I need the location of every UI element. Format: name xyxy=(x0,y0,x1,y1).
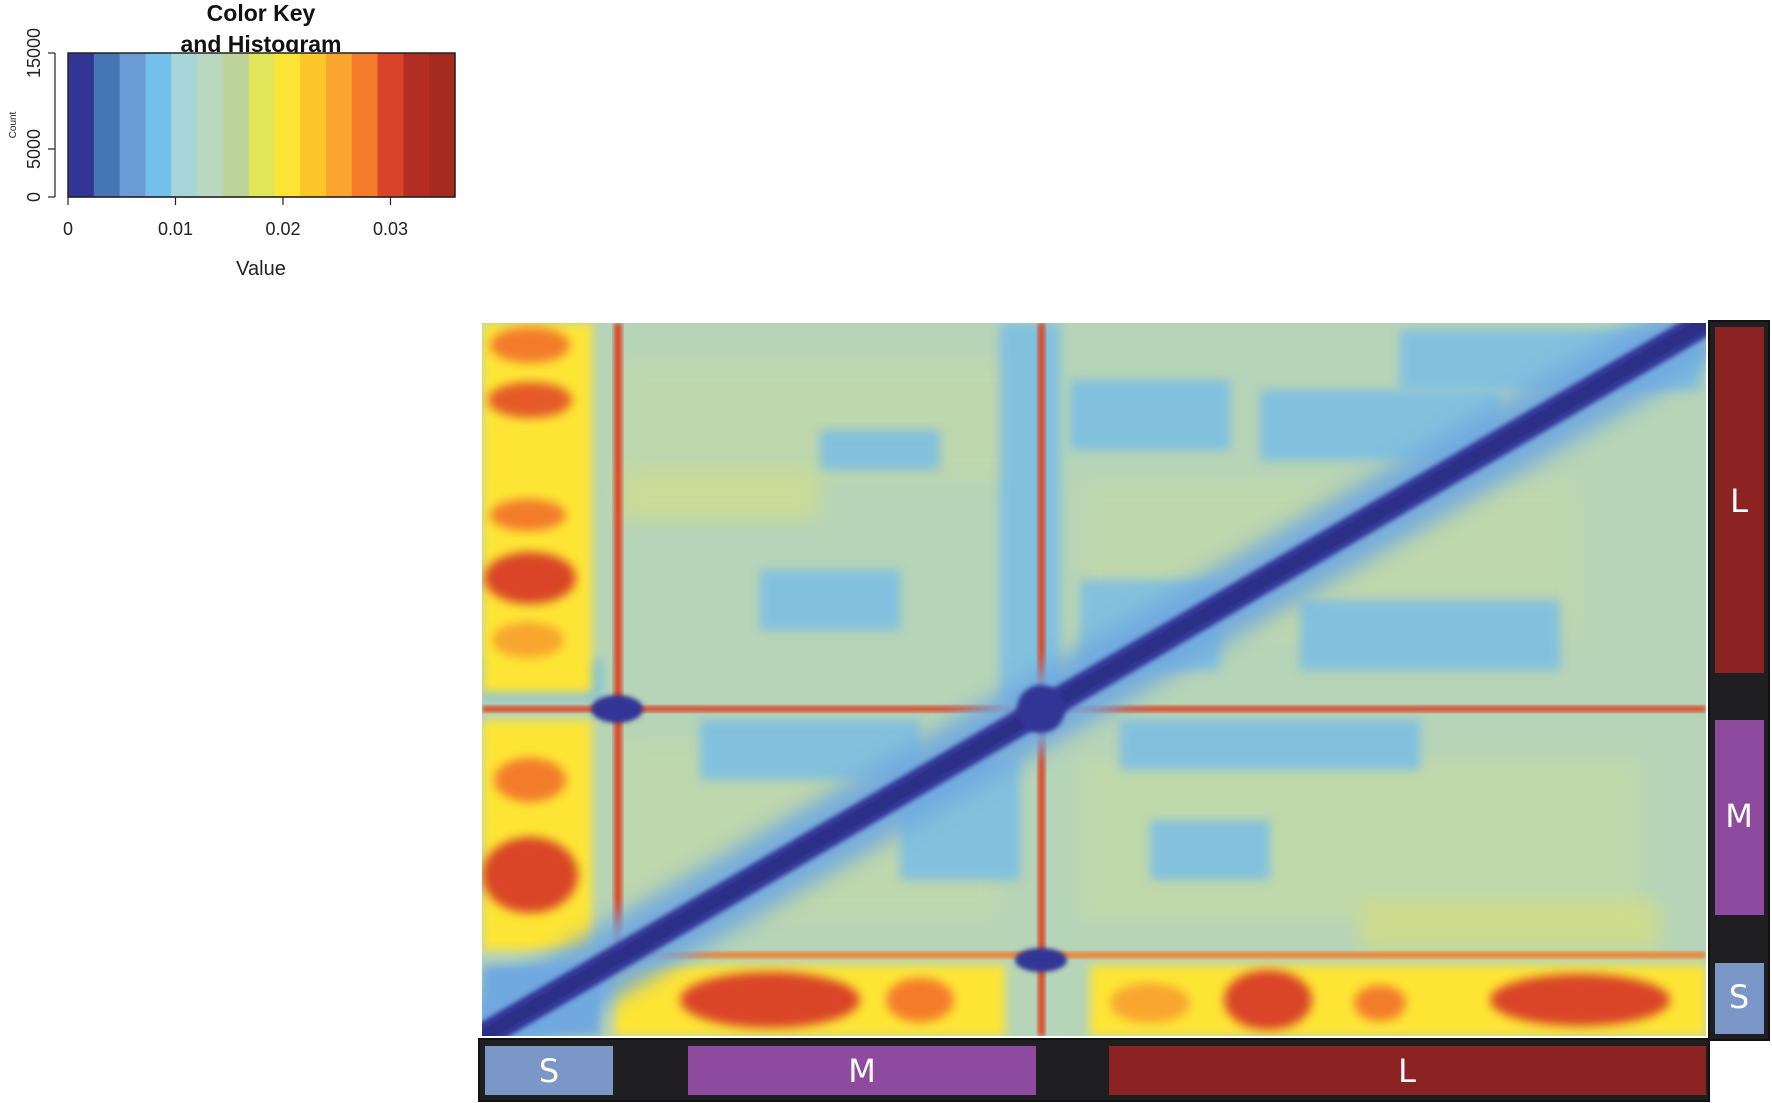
row-band-M xyxy=(1715,720,1764,915)
color-key-swatch xyxy=(171,53,198,197)
color-key-count-label: Count xyxy=(8,111,19,138)
color-key-swatch xyxy=(377,53,404,197)
row-band-S xyxy=(1715,963,1764,1034)
color-key-swatch xyxy=(274,53,301,197)
row-label-L: L xyxy=(1730,482,1748,520)
column-band-S xyxy=(485,1046,613,1095)
column-label-S: S xyxy=(539,1052,559,1090)
hot-column-left xyxy=(482,323,592,950)
color-key-y-tick-label: 15000 xyxy=(24,28,44,78)
color-key-swatch xyxy=(403,53,430,197)
color-key-swatch xyxy=(119,53,146,197)
color-key-swatch xyxy=(248,53,275,197)
color-key-x-tick-label: 0 xyxy=(63,219,73,239)
column-band-L xyxy=(1109,1046,1706,1095)
row-label-M: M xyxy=(1725,797,1753,835)
color-key-swatch xyxy=(351,53,379,197)
row-label-S: S xyxy=(1729,978,1749,1016)
color-key-swatch xyxy=(145,53,172,197)
color-key-x-tick-label: 0.03 xyxy=(373,219,408,239)
heatmap-panel xyxy=(482,323,1706,1036)
column-label-L: L xyxy=(1398,1052,1416,1090)
row-group-bar: L M S xyxy=(1708,320,1770,1041)
color-key-value-axis: 0 0.01 0.02 0.03 xyxy=(63,196,455,239)
color-key-value-label: Value xyxy=(236,258,286,280)
column-group-bar: S M L xyxy=(478,1038,1710,1102)
column-label-M: M xyxy=(848,1052,876,1090)
color-key-y-tick-label: 5000 xyxy=(24,129,44,169)
color-key-swatch xyxy=(222,53,250,197)
cross-nodes xyxy=(591,685,1067,972)
color-key-x-tick-label: 0.01 xyxy=(158,219,193,239)
color-key-x-tick-label: 0.02 xyxy=(265,219,300,239)
color-key-swatch xyxy=(68,53,95,197)
color-key-swatch xyxy=(326,53,353,197)
color-key-swatch xyxy=(93,53,121,197)
row-band-L xyxy=(1715,327,1764,673)
color-key-swatch xyxy=(300,53,327,197)
color-key-title-line1: Color Key xyxy=(207,0,316,26)
color-key-y-tick-label: 0 xyxy=(24,192,44,202)
column-band-M xyxy=(688,1046,1036,1095)
color-key-swatch xyxy=(197,53,224,197)
hot-row-bottom xyxy=(615,965,1706,1036)
color-key-gradient xyxy=(68,53,456,197)
color-key-swatch xyxy=(429,53,456,197)
color-key-count-axis: 0 5000 15000 xyxy=(24,28,56,202)
